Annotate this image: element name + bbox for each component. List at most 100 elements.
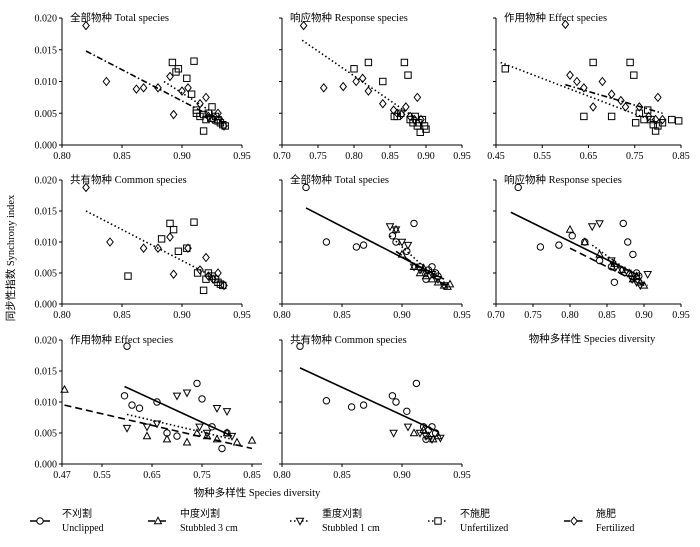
point-diamond <box>169 269 178 280</box>
y-tick-label: 0.010 <box>35 398 58 409</box>
x-tick-label: 0.47 <box>53 470 71 481</box>
point-triangle-down <box>611 263 621 272</box>
point-circle <box>218 444 226 453</box>
point-diamond <box>417 114 425 125</box>
point-square <box>190 57 198 65</box>
y-tick-label: 0.000 <box>35 460 58 471</box>
point-circle <box>403 407 411 415</box>
point-triangle-down <box>403 241 413 250</box>
y-tick-label: 0.005 <box>35 269 58 280</box>
x-tick-label: 0.75 <box>524 310 542 321</box>
x-tick-label: 0.65 <box>580 151 598 162</box>
point-diamond <box>204 111 213 122</box>
panel-title: 共有物种 Common species <box>290 333 407 346</box>
point-diamond <box>202 252 210 263</box>
point-diamond <box>566 70 574 80</box>
y-tick-label: 0.015 <box>35 207 58 218</box>
point-circle <box>392 398 400 406</box>
point-diamond <box>220 280 228 291</box>
point-square <box>635 109 644 117</box>
y-tick-label: 0.010 <box>35 77 58 88</box>
x-tick-label: 0.85 <box>243 470 261 481</box>
y-tick-label: 0.005 <box>35 109 58 120</box>
trend-line-dash-dot <box>565 83 663 115</box>
point-circle <box>302 183 310 192</box>
point-diamond <box>573 76 581 87</box>
x-tick-label: 0.85 <box>672 151 690 162</box>
point-triangle-up <box>445 279 455 288</box>
trend-line-dotted <box>500 61 659 124</box>
point-triangle-up <box>421 271 431 280</box>
point-circle <box>629 250 637 259</box>
point-diamond <box>621 102 630 112</box>
point-diamond <box>598 76 607 87</box>
legend-label-en: Fertilized <box>596 523 634 534</box>
x-axis-label-row2: 物种多样性 Species diversity <box>529 332 656 345</box>
point-triangle-down <box>436 434 445 443</box>
panel-6: 0.70 0.75 0.80 0.85 0.90 0.95 响应物种 Response sp… <box>487 173 690 321</box>
point-triangle-down <box>212 405 222 413</box>
point-diamond <box>393 108 402 119</box>
y-tick-label: 0.020 <box>35 176 58 187</box>
point-diamond <box>166 71 174 82</box>
panel-title: 作用物种 Effect species <box>504 11 607 24</box>
point-diamond <box>184 83 192 93</box>
x-tick-label: 0.85 <box>333 310 351 321</box>
point-triangle-down <box>421 432 431 441</box>
point-diamond <box>364 86 373 96</box>
point-circle <box>128 401 136 409</box>
panel-8: 0.80 0.85 0.90 0.95 共有物种 Common species <box>273 333 471 481</box>
x-tick-label: 0.55 <box>534 151 552 162</box>
point-circle <box>410 219 418 228</box>
panel-title: 响应物种 Response species <box>290 11 408 24</box>
point-diamond <box>410 114 419 125</box>
point-triangle-down <box>421 269 431 278</box>
y-tick-label: 0.020 <box>35 336 58 347</box>
point-triangle-down <box>595 220 604 229</box>
point-triangle-down <box>195 423 204 432</box>
legend-marker-circle <box>36 517 44 525</box>
point-circle <box>359 401 368 409</box>
point-diamond <box>214 108 222 119</box>
point-triangle-down <box>439 282 449 291</box>
point-diamond <box>169 109 178 120</box>
point-square <box>379 77 387 86</box>
point-square <box>631 119 640 127</box>
point-triangle-down <box>643 271 653 279</box>
point-circle <box>322 238 331 246</box>
point-triangle-down <box>202 429 212 438</box>
point-square <box>208 103 216 111</box>
y-tick-label: 0.000 <box>35 141 58 152</box>
point-diamond <box>607 89 616 100</box>
point-diamond <box>196 98 204 109</box>
point-square <box>350 65 358 73</box>
point-diamond <box>352 76 361 87</box>
point-square <box>626 58 634 67</box>
point-diamond <box>139 243 148 254</box>
point-circle <box>610 278 619 286</box>
legend-item: 中度刈割 Stubbled 3 cm <box>148 507 238 534</box>
x-tick-label: 0.75 <box>309 151 327 162</box>
point-diamond <box>139 83 148 93</box>
legend-label-cn: 不刈割 <box>62 507 92 520</box>
point-diamond <box>319 83 328 93</box>
point-circle <box>359 241 368 249</box>
point-square <box>192 106 201 114</box>
point-diamond <box>658 114 667 125</box>
point-triangle-up <box>232 437 242 446</box>
point-triangle-down <box>427 271 437 279</box>
point-triangle-down <box>403 423 413 432</box>
y-axis-label: 同步性指数 Synchrony index <box>4 194 17 321</box>
panel-5: 0.80 0.85 0.90 0.95 全部物种 Total species <box>273 173 471 321</box>
x-tick-label: 0.85 <box>333 470 351 481</box>
trend-line-solid <box>299 367 439 433</box>
point-diamond <box>651 114 660 125</box>
x-tick-label: 0.75 <box>626 151 644 162</box>
point-square <box>199 286 208 295</box>
point-diamond <box>378 98 387 109</box>
point-diamond <box>82 20 90 31</box>
x-tick-label: 0.80 <box>273 470 291 481</box>
legend-label-en: Stubbled 1 cm <box>322 523 380 534</box>
point-square <box>640 115 648 124</box>
point-square <box>190 218 198 226</box>
